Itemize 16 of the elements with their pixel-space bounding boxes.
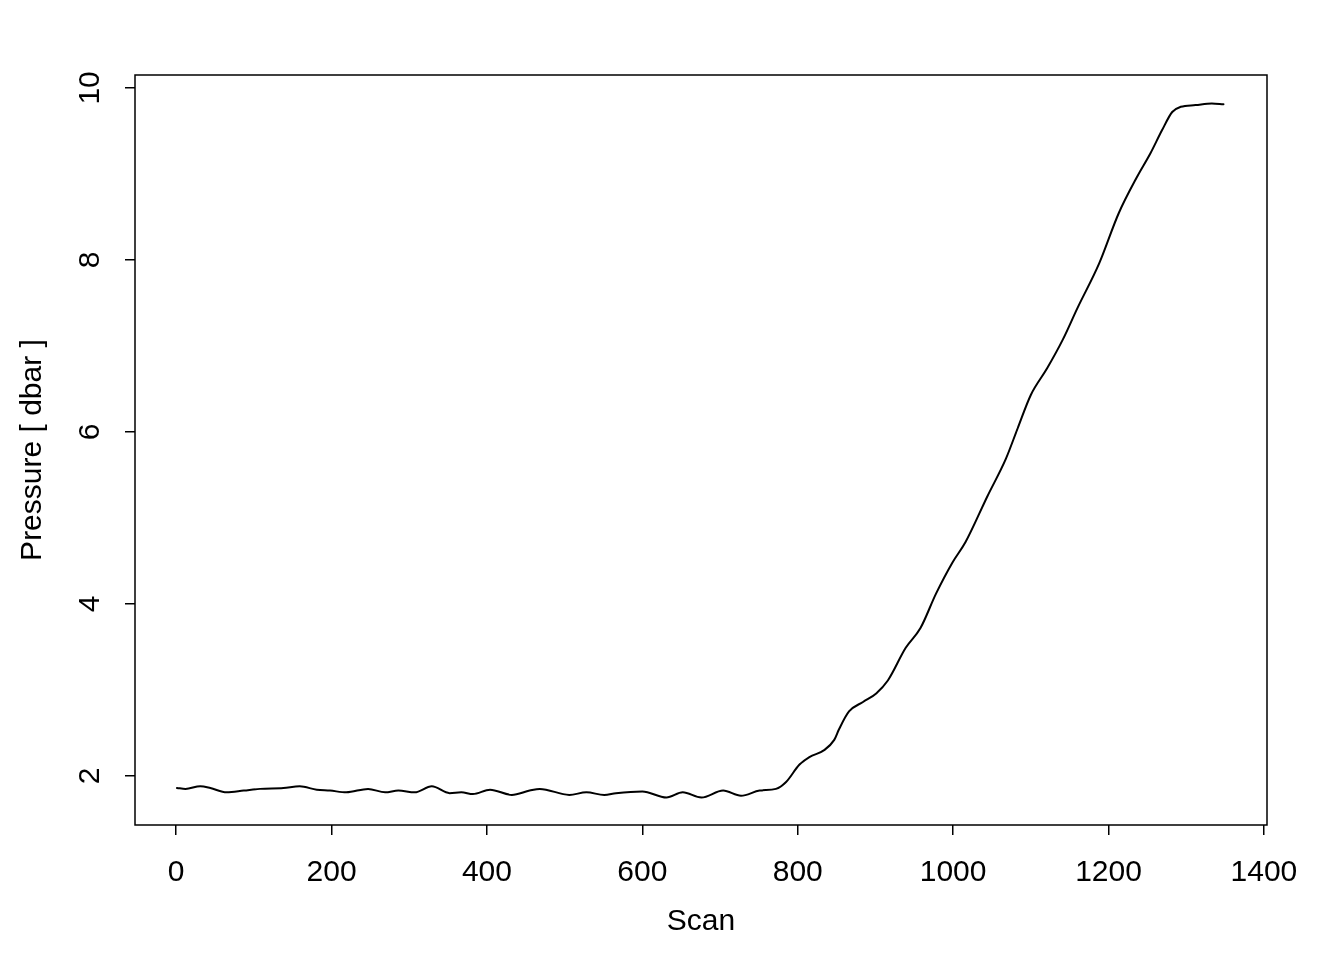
x-tick-label: 800 (772, 854, 823, 888)
y-tick-label: 2 (72, 767, 106, 785)
y-tick-label: 4 (72, 595, 106, 613)
line-series (175, 102, 1225, 799)
y-tick-label: 6 (72, 423, 106, 441)
x-tick-label: 200 (306, 854, 357, 888)
x-tick-label: 1400 (1230, 854, 1298, 888)
y-tick-label: 8 (72, 251, 106, 269)
y-axis-title: Pressure [ dbar ] (14, 339, 48, 561)
x-tick-label: 400 (461, 854, 512, 888)
x-tick-label: 0 (167, 854, 185, 888)
x-tick-label: 1000 (919, 854, 987, 888)
x-axis-title: Scan (666, 903, 736, 937)
y-tick-label: 10 (72, 71, 106, 105)
x-tick-label: 1200 (1075, 854, 1142, 888)
x-tick-label: 600 (617, 854, 668, 888)
